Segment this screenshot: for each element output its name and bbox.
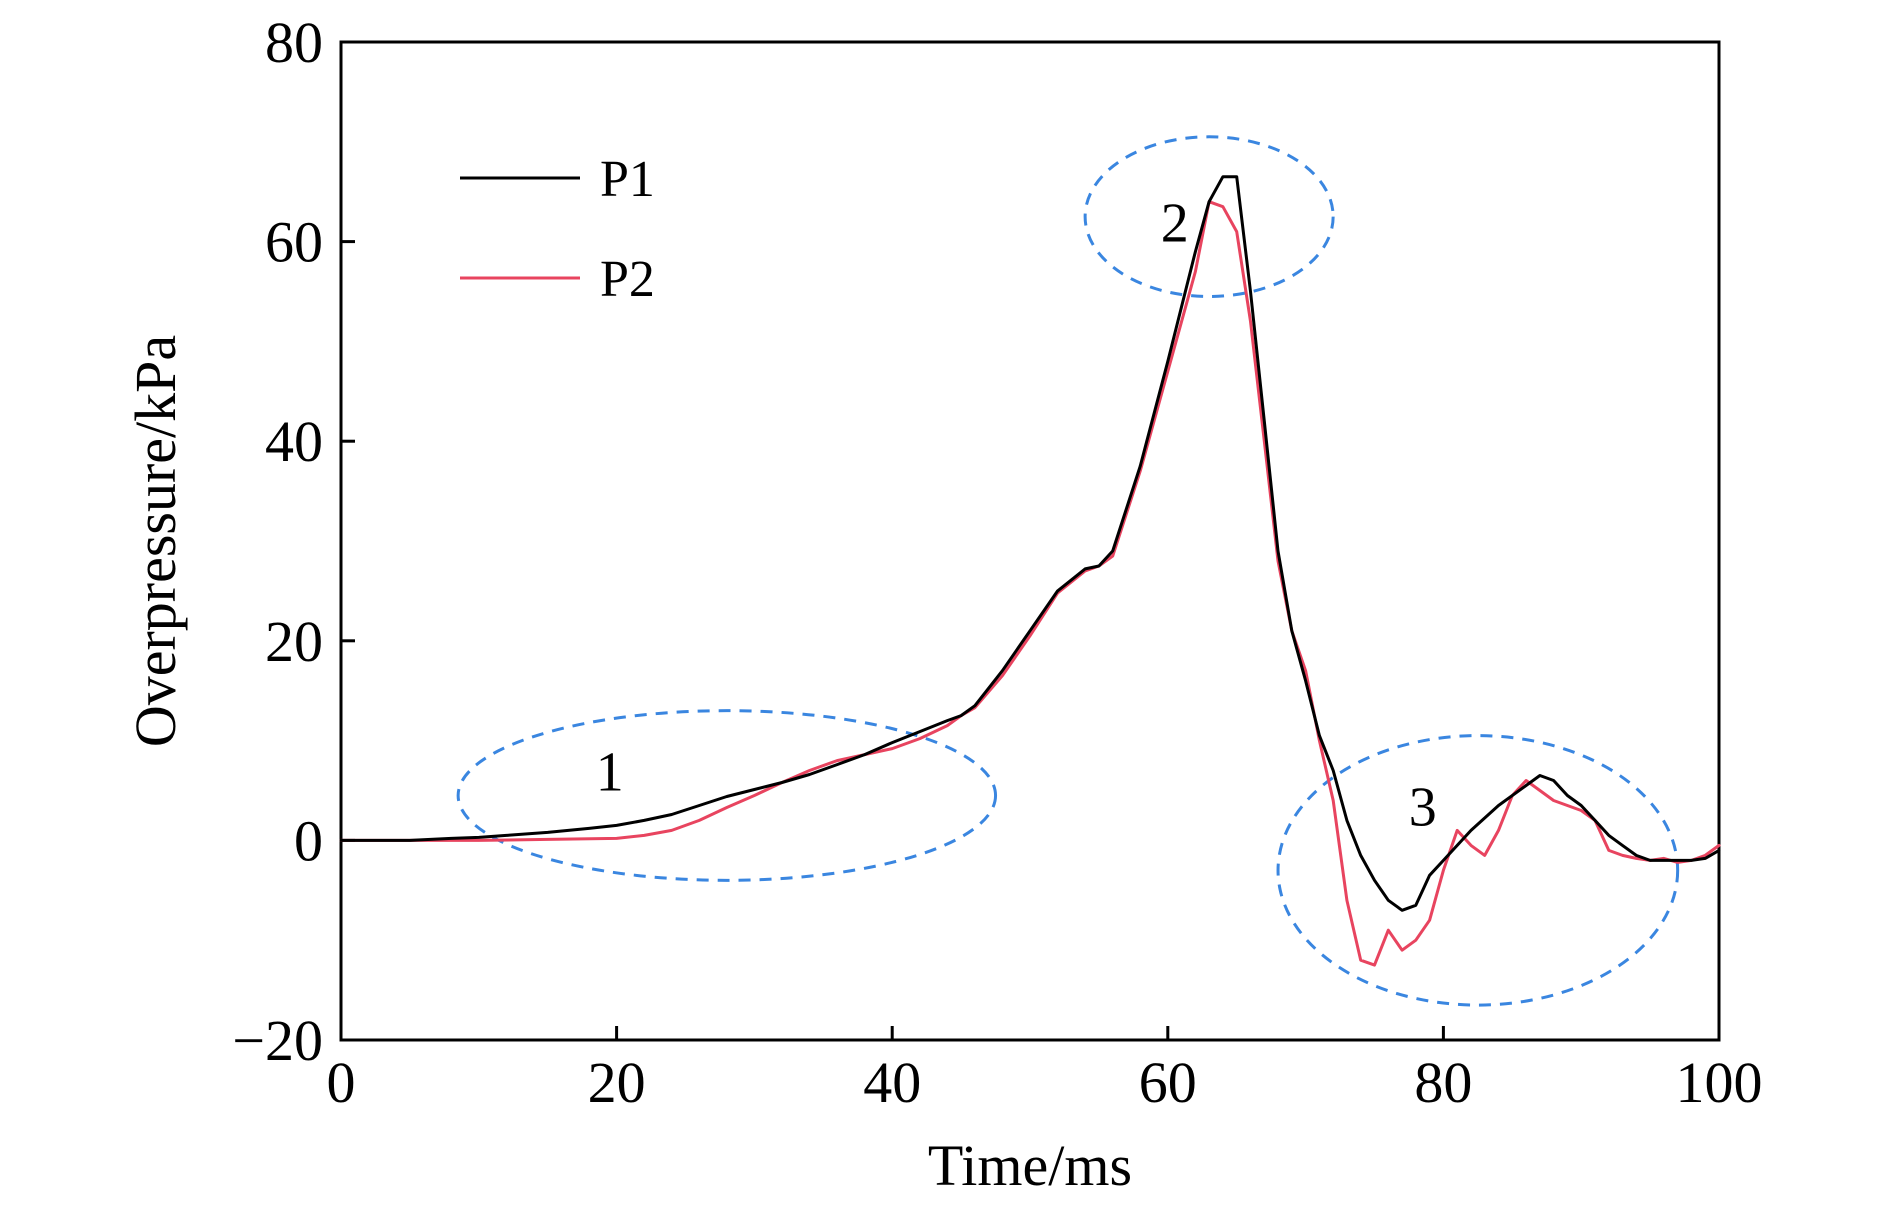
y-tick-label: 0 bbox=[294, 808, 323, 873]
x-tick-label: 0 bbox=[327, 1050, 356, 1115]
x-tick-label: 40 bbox=[863, 1050, 921, 1115]
x-tick-label: 100 bbox=[1676, 1050, 1763, 1115]
series-layer bbox=[339, 175, 1721, 967]
x-tick-label: 60 bbox=[1139, 1050, 1197, 1115]
legend-p1-label: P1 bbox=[600, 151, 655, 208]
region-3-label: 3 bbox=[1409, 776, 1437, 838]
x-tick-label: 20 bbox=[588, 1050, 646, 1115]
region-2-ellipse bbox=[1083, 135, 1335, 298]
y-axis-title: Overpressure/kPa bbox=[123, 335, 188, 747]
region-1-ellipse bbox=[456, 709, 998, 882]
annotation-layer: 1 2 3 bbox=[456, 135, 1680, 1007]
region-3-ellipse bbox=[1276, 734, 1680, 1007]
x-axis-title: Time/ms bbox=[928, 1133, 1132, 1198]
plot-frame bbox=[339, 40, 1721, 1042]
region-2-label: 2 bbox=[1161, 193, 1189, 255]
x-tick-label: 80 bbox=[1414, 1050, 1472, 1115]
y-tick-label: 40 bbox=[265, 409, 323, 474]
y-tick-label: 20 bbox=[265, 609, 323, 674]
y-tick-label: 80 bbox=[265, 10, 323, 75]
series-p2-line bbox=[339, 200, 1721, 967]
legend-p2-label: P2 bbox=[600, 251, 655, 308]
y-tick-label: 60 bbox=[265, 210, 323, 275]
y-tick-label: −20 bbox=[232, 1008, 323, 1073]
legend: P1 P2 bbox=[460, 151, 655, 308]
series-p1-line bbox=[339, 175, 1721, 912]
region-1-label: 1 bbox=[596, 742, 624, 804]
